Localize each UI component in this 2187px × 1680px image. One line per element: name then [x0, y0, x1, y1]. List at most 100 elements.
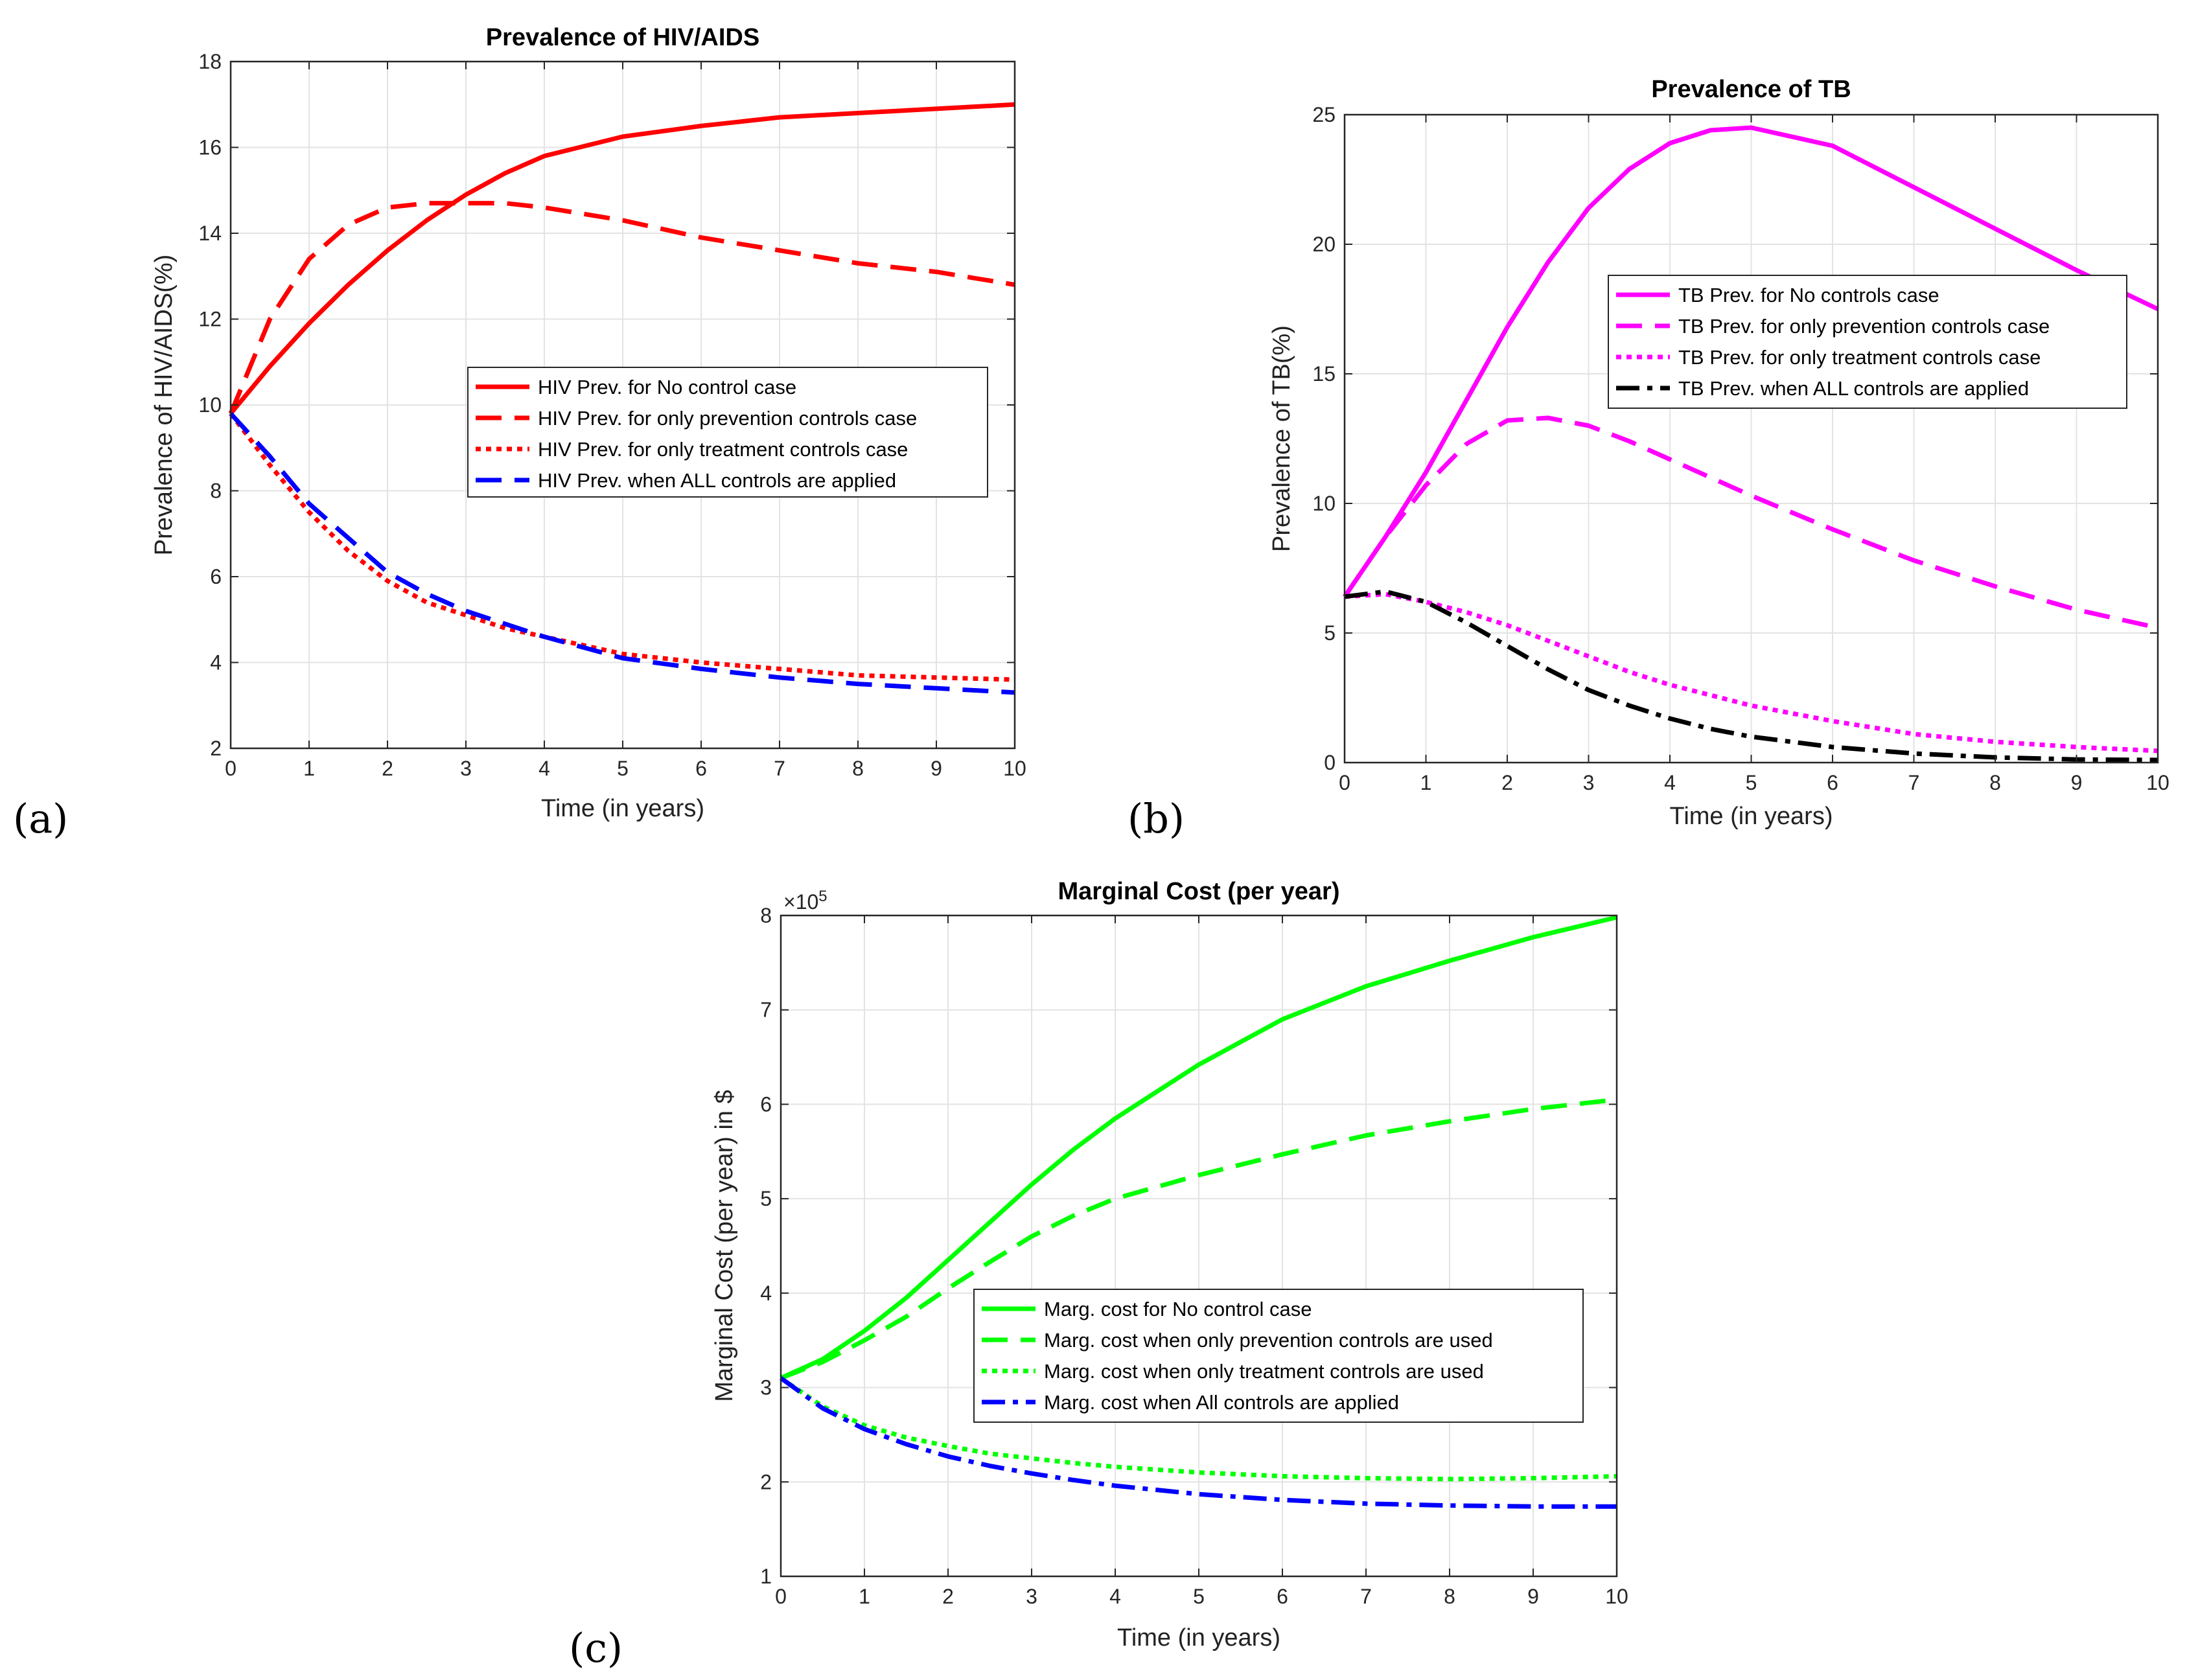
x-tick-label: 4	[1109, 1585, 1121, 1608]
y-tick-label: 6	[760, 1092, 772, 1116]
y-tick-label: 0	[1324, 751, 1336, 774]
series-line-3	[780, 1376, 1617, 1482]
series-line-2	[780, 1097, 1617, 1381]
series-line-4	[779, 1376, 1617, 1509]
legend: HIV Prev. for No control case HIV Prev. f…	[467, 367, 988, 498]
y-tick-label: 10	[198, 393, 222, 417]
series-line-4	[1344, 589, 2158, 763]
y-tick-label: 5	[760, 1187, 772, 1210]
y-tick-label: 5	[1324, 621, 1336, 645]
y-tick-label: 16	[198, 136, 222, 159]
y-tick-label: 25	[1312, 103, 1336, 126]
legend-entry-1: HIV Prev. for No control case	[538, 376, 796, 398]
panel-label: (c)	[569, 1624, 623, 1672]
legend-box	[467, 367, 988, 498]
x-tick-label: 8	[852, 757, 864, 780]
x-tick-label: 10	[2146, 771, 2170, 794]
legend-entry-4: HIV Prev. when ALL controls are applied	[538, 469, 896, 492]
y-tick-label: 2	[760, 1470, 772, 1493]
legend-entry-2: HIV Prev. for only prevention controls c…	[538, 407, 917, 430]
x-tick-label: 8	[1989, 771, 2001, 794]
y-tick-label: 3	[760, 1376, 772, 1399]
x-tick-label: 6	[1277, 1585, 1288, 1608]
chart-title: Prevalence of TB	[1651, 76, 1851, 103]
x-tick-label: 2	[382, 757, 393, 780]
panel-label: (b)	[1128, 795, 1185, 842]
legend-entry-2: Marg. cost when only prevention controls…	[1044, 1329, 1493, 1352]
y-tick-label: 12	[198, 308, 222, 331]
legend: Marg. cost for No control case Marg. cost…	[973, 1289, 1584, 1423]
x-tick-label: 9	[2071, 771, 2083, 794]
series-line-1	[780, 915, 1617, 1381]
y-exponent-label: ×105	[783, 888, 827, 914]
legend-box	[973, 1289, 1584, 1423]
x-tick-label: 2	[1501, 771, 1513, 794]
x-axis-label: Time (in years)	[541, 795, 704, 822]
series-line-1	[1343, 125, 2159, 598]
chart-b: 0 1 2 3 4 5 6 7 8 9 10 0 5 10 15 20 25 Prevalence of TB Ti…	[1128, 76, 2170, 842]
x-tick-label: 6	[695, 757, 707, 780]
legend-entry-2: TB Prev. for only prevention controls ca…	[1678, 315, 2050, 338]
y-axis-label: Marginal Cost (per year) in $	[711, 1090, 738, 1402]
x-tick-label: 5	[1746, 771, 1757, 794]
x-axis-label: Time (in years)	[1117, 1624, 1280, 1651]
y-tick-label: 10	[1312, 492, 1336, 515]
y-tick-label: 7	[760, 998, 772, 1022]
x-tick-label: 7	[1908, 771, 1920, 794]
chart-title: Marginal Cost (per year)	[1058, 878, 1340, 905]
legend-entry-1: TB Prev. for No controls case	[1678, 284, 1939, 306]
y-tick-label: 15	[1312, 362, 1336, 385]
x-tick-label: 0	[225, 757, 237, 780]
x-tick-label: 4	[538, 757, 550, 780]
series-line-2	[1343, 415, 2158, 630]
legend-box	[1608, 275, 2127, 409]
x-tick-label: 1	[1420, 771, 1432, 794]
x-axis-label: Time (in years)	[1670, 803, 1833, 830]
x-tick-label: 7	[1360, 1585, 1372, 1608]
legend-entry-3: HIV Prev. for only treatment controls ca…	[538, 438, 908, 461]
y-tick-label: 20	[1312, 233, 1336, 256]
y-tick-label: 8	[760, 904, 772, 927]
series-line-1	[229, 102, 1015, 415]
legend-entry-4: TB Prev. when ALL controls are applied	[1678, 377, 2029, 400]
x-tick-label: 9	[931, 757, 942, 780]
x-tick-label: 9	[1527, 1585, 1539, 1608]
x-tick-label: 3	[1026, 1585, 1037, 1608]
x-tick-label: 2	[942, 1585, 954, 1608]
x-tick-label: 0	[775, 1585, 787, 1608]
x-tick-label: 3	[460, 757, 472, 780]
chart-title: Prevalence of HIV/AIDS	[486, 24, 759, 51]
y-exponent-power: 5	[818, 888, 827, 905]
y-tick-label: 1	[760, 1565, 772, 1588]
x-tick-label: 3	[1583, 771, 1595, 794]
legend: TB Prev. for No controls case TB Prev. fo…	[1608, 275, 2127, 409]
y-tick-label: 8	[210, 479, 222, 503]
y-axis-label: Prevalence of TB(%)	[1268, 325, 1295, 552]
y-axis-label: Prevalence of HIV/AIDS(%)	[150, 255, 178, 556]
y-tick-label: 4	[760, 1282, 772, 1305]
x-tick-label: 0	[1339, 771, 1350, 794]
y-tick-label: 6	[210, 565, 222, 588]
legend-entry-1: Marg. cost for No control case	[1044, 1298, 1312, 1320]
x-tick-label: 7	[774, 757, 785, 780]
x-tick-label: 1	[859, 1585, 870, 1608]
y-tick-label: 18	[198, 50, 222, 73]
x-tick-label: 4	[1664, 771, 1676, 794]
x-tick-label: 1	[303, 757, 315, 780]
panel-label: (a)	[13, 795, 68, 842]
y-tick-label: 14	[198, 222, 222, 245]
x-tick-label: 6	[1827, 771, 1838, 794]
series-line-2	[228, 201, 1015, 415]
legend-entry-3: Marg. cost when only treatment controls …	[1044, 1360, 1484, 1383]
series-line-3	[229, 412, 1015, 682]
x-tick-label: 10	[1605, 1585, 1628, 1608]
x-tick-label: 5	[617, 757, 629, 780]
x-tick-label: 5	[1193, 1585, 1205, 1608]
legend-entry-4: Marg. cost when All controls are applied	[1044, 1391, 1399, 1414]
y-tick-label: 4	[210, 651, 222, 674]
x-tick-label: 10	[1003, 757, 1026, 780]
legend-entry-3: TB Prev. for only treatment controls cas…	[1678, 346, 2041, 369]
